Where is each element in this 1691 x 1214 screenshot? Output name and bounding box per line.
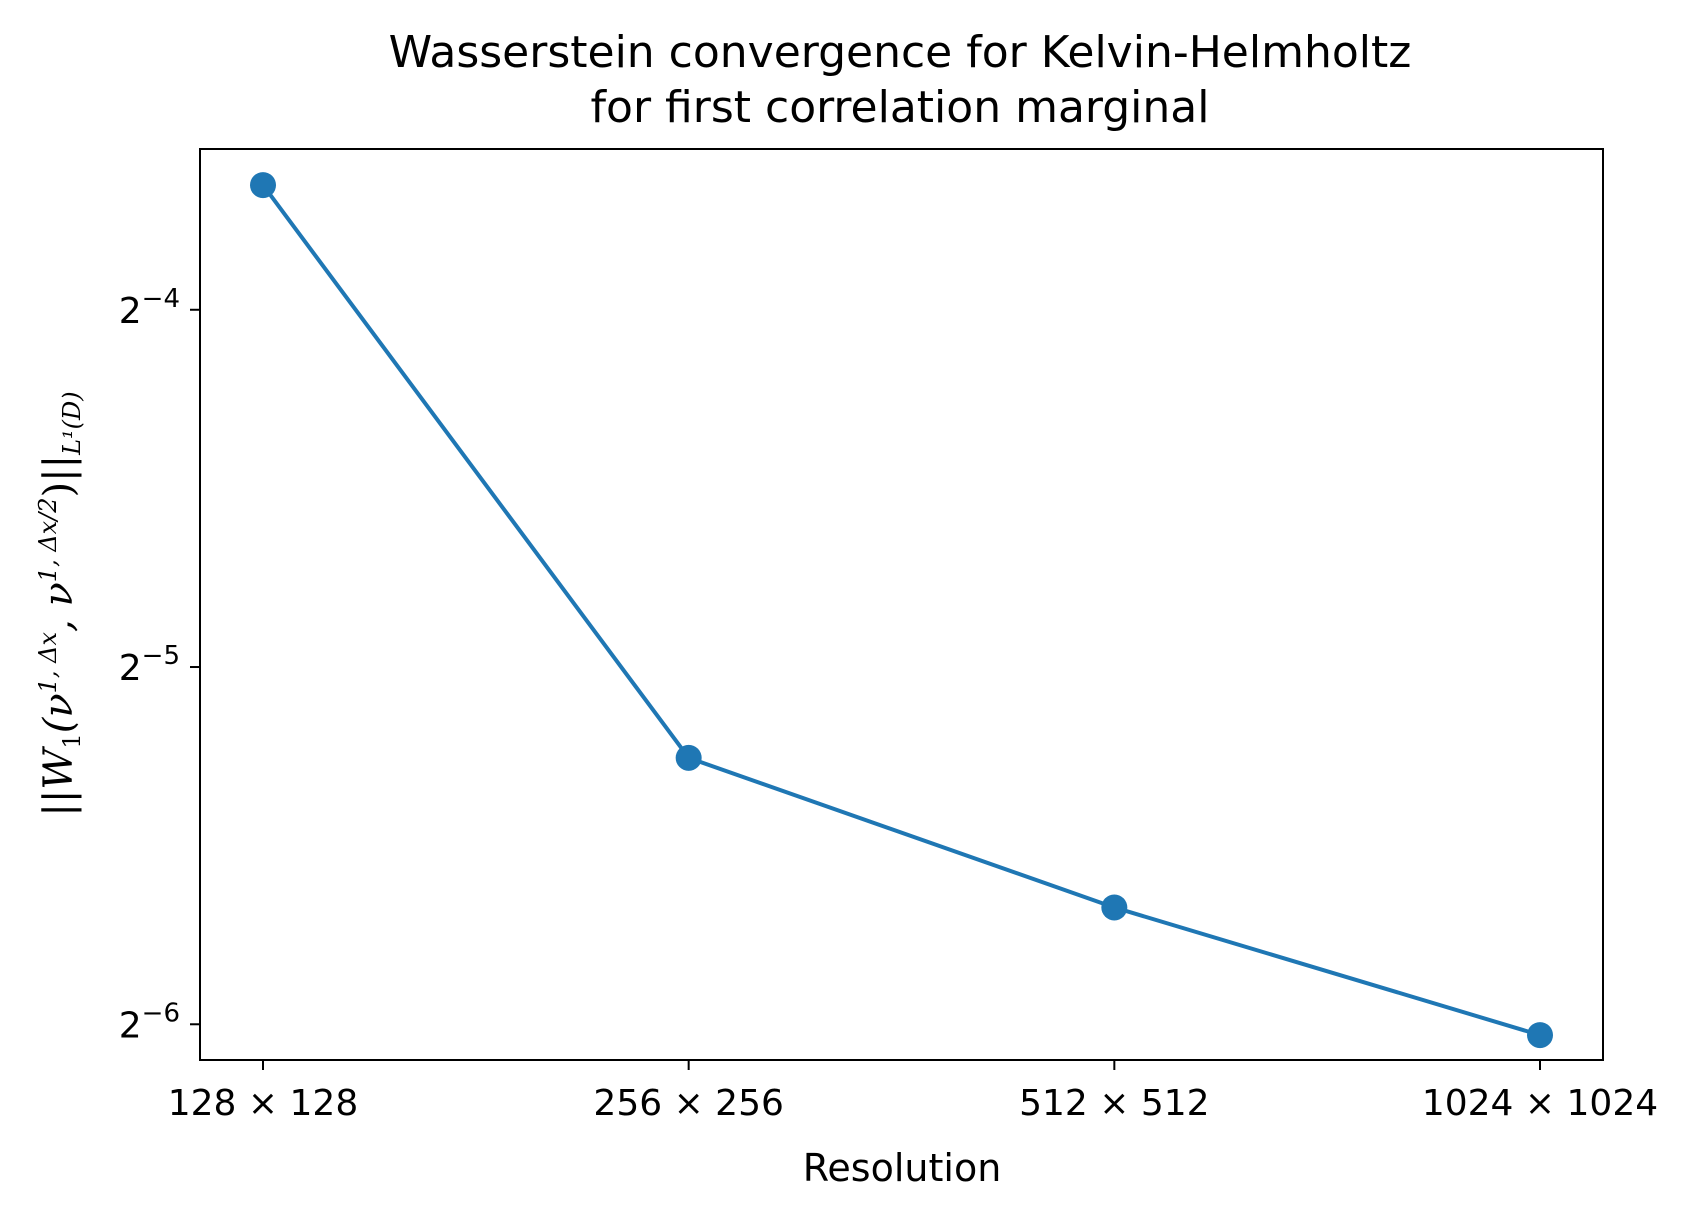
y-axis-label: ||W1(ν1, Δx, ν1, Δx/2)||L¹(D) (34, 391, 86, 816)
ylabel-sup-1: 1, Δx (34, 632, 62, 694)
ylabel-close: )|| (36, 455, 82, 498)
ylabel-comma: , ν (36, 582, 82, 632)
x-tick-label: 1024 × 1024 (1422, 1083, 1658, 1124)
x-tick-label: 256 × 256 (593, 1083, 783, 1124)
chart-title-line-1: Wasserstein convergence for Kelvin-Helmh… (389, 27, 1412, 78)
ylabel-pre: ||W (36, 746, 82, 817)
y-axis-label-group: ||W1(ν1, Δx, ν1, Δx/2)||L¹(D) (34, 391, 86, 816)
y-axis-ticks: 2−4 2−5 2−6 (119, 284, 200, 1046)
ylabel-w-sub: 1 (58, 733, 86, 748)
y-tick-label: 2−6 (119, 998, 180, 1046)
data-point (1527, 1022, 1553, 1049)
y-tick-label: 2−5 (119, 641, 180, 689)
data-point (250, 172, 276, 199)
y-tick-label: 2−4 (119, 284, 180, 332)
x-tick-label: 128 × 128 (168, 1083, 358, 1124)
data-point (675, 744, 702, 771)
data-point (1101, 894, 1128, 921)
series-group (250, 172, 1553, 1049)
x-tick-label: 512 × 512 (1019, 1083, 1209, 1124)
x-axis-ticks: 128 × 128 256 × 256 512 × 512 1024 × 1024 (168, 1060, 1658, 1124)
ylabel-open: (ν (36, 693, 82, 733)
plot-area (199, 148, 1604, 1061)
chart-title-line-2: for first correlation marginal (591, 82, 1210, 133)
series-line (261, 183, 1541, 1038)
ylabel-sup-2: 1, Δx/2 (34, 497, 62, 582)
x-axis-label: Resolution (803, 1146, 1002, 1190)
ylabel-norm-sub: L¹(D) (58, 391, 86, 456)
